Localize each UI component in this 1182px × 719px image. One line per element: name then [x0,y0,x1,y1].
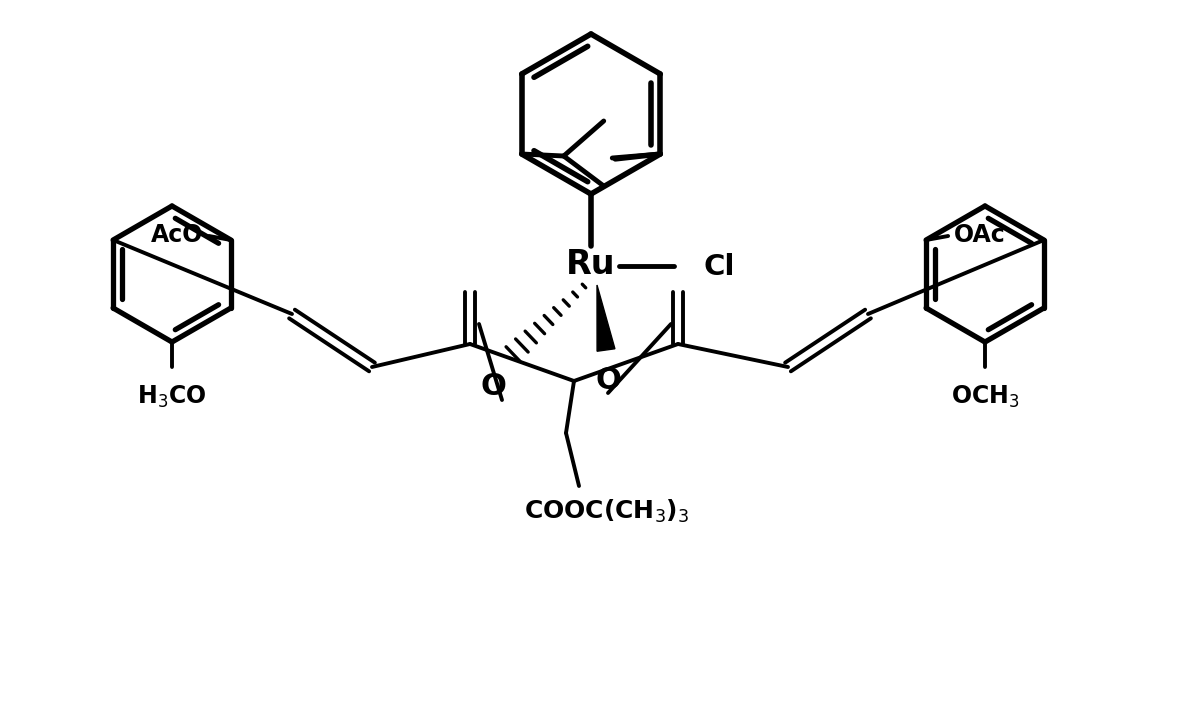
Text: OAc: OAc [954,223,1006,247]
Text: H$_3$CO: H$_3$CO [137,384,207,411]
Text: Ru: Ru [566,247,616,280]
Text: OCH$_3$: OCH$_3$ [950,384,1019,411]
Polygon shape [597,285,615,352]
Text: Cl: Cl [704,253,735,281]
Text: O: O [480,372,506,400]
Text: AcO: AcO [150,223,203,247]
Text: O: O [595,365,621,395]
Text: COOC(CH$_3$)$_3$: COOC(CH$_3$)$_3$ [525,498,690,525]
